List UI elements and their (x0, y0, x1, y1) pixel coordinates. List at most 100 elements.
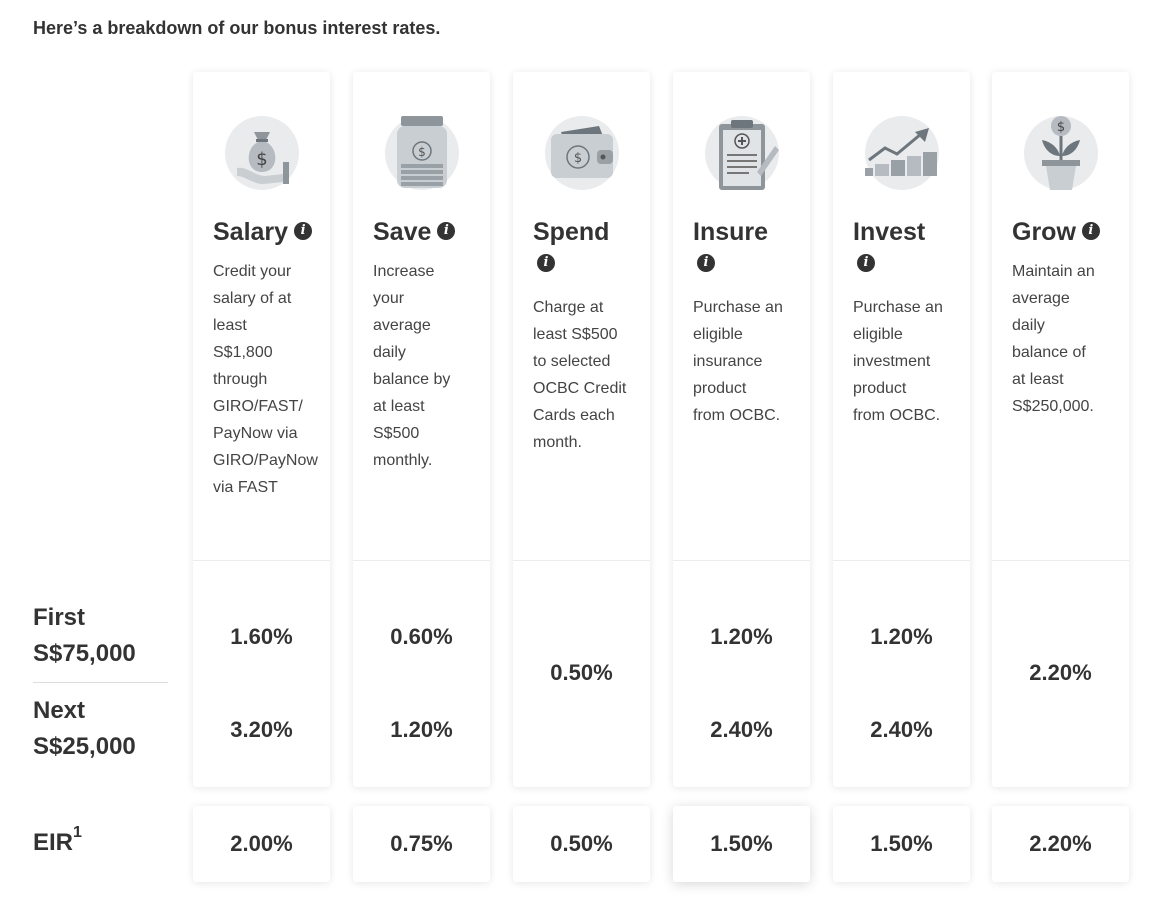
desc-line: S$500 (373, 425, 420, 442)
desc-line: PayNow via (213, 425, 298, 442)
page-heading: Here’s a breakdown of our bonus interest… (33, 18, 441, 38)
tier-next-line1: Next (33, 697, 86, 724)
eir-value: 0.75% (390, 831, 453, 856)
desc-line: Increase (373, 263, 435, 280)
tier-first-label: First S$75,000 (33, 600, 173, 672)
category-title-insure: Insure i (693, 214, 803, 272)
desc-line: Purchase an (693, 299, 783, 316)
category-title-text: Spend (533, 218, 610, 246)
category-title-text: Insure (693, 218, 769, 246)
category-title-salary: Salary i (213, 214, 323, 250)
category-desc-invest: Purchase an eligible investment product … (853, 294, 965, 429)
category-desc-insure: Purchase an eligible insurance product f… (693, 294, 805, 429)
card-divider (193, 560, 330, 561)
tier-first-line2: S$75,000 (33, 640, 136, 667)
eir-label: EIR1 (33, 824, 82, 857)
money-bag-hand-icon: $ (225, 116, 299, 190)
desc-line: eligible (853, 326, 903, 343)
category-title-text: Invest (853, 218, 926, 246)
desc-line: your (373, 290, 405, 307)
eir-card-salary: 2.00% (193, 806, 330, 882)
category-desc-grow: Maintain an average daily balance of at … (1012, 258, 1124, 420)
desc-line: least S$500 (533, 326, 618, 343)
rate-invest-first: 1.20% (870, 624, 933, 649)
desc-line: daily (373, 344, 406, 361)
desc-line: S$1,800 (213, 344, 273, 361)
eir-value: 0.50% (550, 831, 613, 856)
desc-line: month. (533, 434, 582, 451)
desc-line: to selected (533, 353, 611, 370)
desc-line: insurance (693, 353, 763, 370)
desc-line: Maintain an (1012, 263, 1095, 280)
desc-line: at least (373, 398, 425, 415)
rate-save-first: 0.60% (390, 624, 453, 649)
desc-line: average (373, 317, 431, 334)
desc-line: from OCBC. (693, 407, 781, 424)
eir-card-grow: 2.20% (992, 806, 1129, 882)
category-card-insure: Insure i Purchase an eligible insurance p… (673, 72, 810, 787)
info-icon[interactable]: i (1081, 222, 1100, 241)
card-divider (353, 560, 490, 561)
svg-text:$: $ (1057, 120, 1065, 135)
desc-line: through (213, 371, 268, 388)
desc-line: monthly. (373, 452, 433, 469)
rate-insure-first: 1.20% (710, 624, 773, 649)
savings-jar-icon: $ (385, 116, 459, 190)
category-desc-spend: Charge at least S$500 to selected OCBC C… (533, 294, 645, 456)
eir-value: 2.00% (230, 831, 293, 856)
rate-insure-next: 2.40% (710, 717, 773, 742)
desc-line: least (213, 317, 247, 334)
desc-line: GIRO/PayNow (213, 452, 318, 469)
info-icon[interactable]: i (294, 222, 313, 241)
card-divider (513, 560, 650, 561)
card-divider (992, 560, 1129, 561)
eir-card-spend: 0.50% (513, 806, 650, 882)
category-card-grow: $ Grow i Maintain an average daily balanc… (992, 72, 1129, 787)
desc-line: OCBC Credit (533, 380, 627, 397)
category-title-grow: Grow i (1012, 214, 1122, 250)
desc-line: salary of at (213, 290, 292, 307)
category-title-text: Grow (1012, 218, 1076, 246)
eir-value: 1.50% (710, 831, 773, 856)
tier-next-label: Next S$25,000 (33, 693, 173, 765)
desc-line: from OCBC. (853, 407, 941, 424)
rate-save-next: 1.20% (390, 717, 453, 742)
svg-text:$: $ (574, 151, 582, 166)
card-divider (833, 560, 970, 561)
category-desc-salary: Credit your salary of at least S$1,800 t… (213, 258, 325, 501)
desc-line: GIRO/FAST/ (213, 398, 303, 415)
category-card-save: $ Save i Increase your average daily bala… (353, 72, 490, 787)
info-icon[interactable]: i (857, 254, 875, 272)
tier-next-line2: S$25,000 (33, 733, 136, 760)
rate-salary-first: 1.60% (230, 624, 293, 649)
category-title-text: Salary (213, 218, 289, 246)
tier-separator (33, 682, 168, 683)
desc-line: investment (853, 353, 931, 370)
eir-footnote-marker[interactable]: 1 (73, 824, 82, 841)
desc-line: Charge at (533, 299, 604, 316)
category-title-invest: Invest i (853, 214, 963, 272)
category-title-save: Save i (373, 214, 483, 250)
desc-line: Cards each (533, 407, 615, 424)
rate-invest-next: 2.40% (870, 717, 933, 742)
eir-card-save: 0.75% (353, 806, 490, 882)
category-card-invest: Invest i Purchase an eligible investment … (833, 72, 970, 787)
desc-line: Credit your (213, 263, 292, 280)
desc-line: balance of (1012, 344, 1086, 361)
category-title-spend: Spend i (533, 214, 643, 272)
info-icon[interactable]: i (537, 254, 555, 272)
desc-line: product (693, 380, 747, 397)
rate-spend-combined: 0.50% (550, 660, 613, 685)
eir-value: 2.20% (1029, 831, 1092, 856)
eir-label-text: EIR (33, 829, 74, 856)
desc-line: Purchase an (853, 299, 943, 316)
eir-card-insure: 1.50% (673, 806, 810, 882)
info-icon[interactable]: i (437, 222, 456, 241)
desc-line: product (853, 380, 907, 397)
category-card-spend: $ Spend i Charge at least S$500 to select… (513, 72, 650, 787)
rate-salary-next: 3.20% (230, 717, 293, 742)
info-icon[interactable]: i (697, 254, 715, 272)
desc-line: via FAST (213, 479, 278, 496)
growth-chart-icon (859, 116, 939, 190)
card-divider (673, 560, 810, 561)
